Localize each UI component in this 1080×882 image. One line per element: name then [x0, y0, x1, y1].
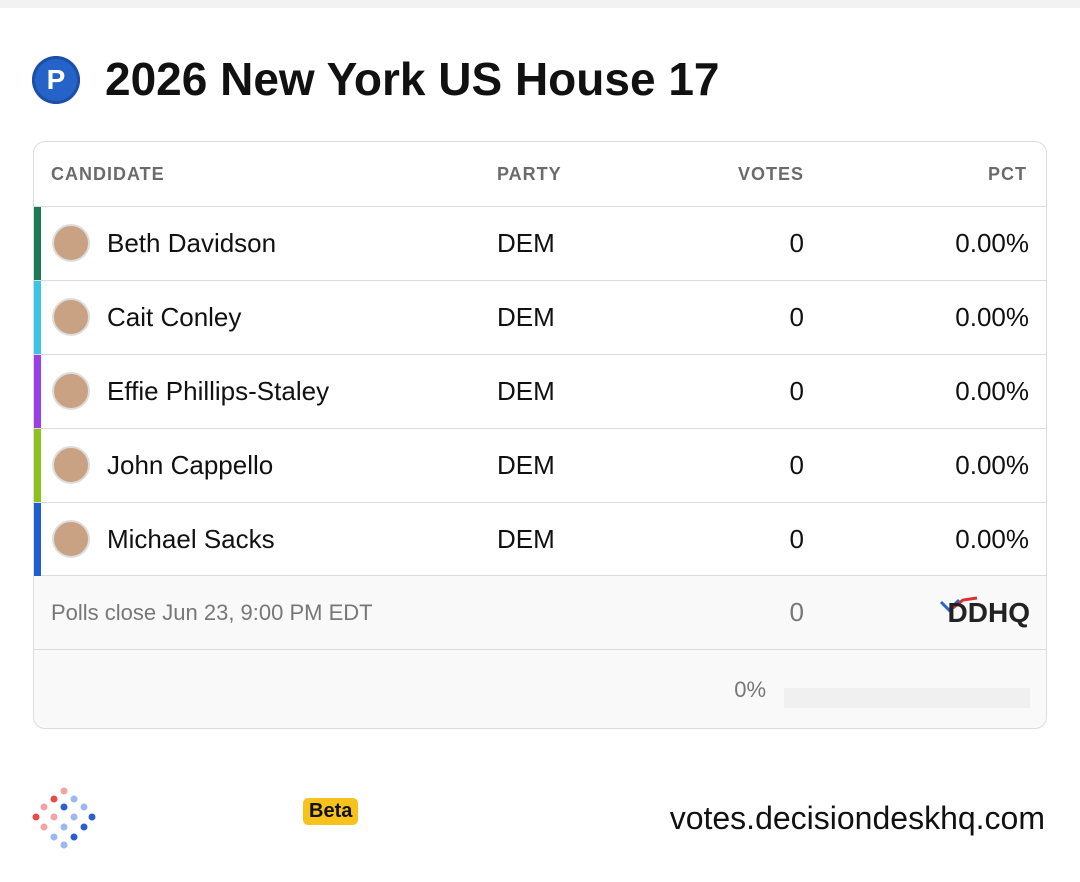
pct: 0.00%	[955, 228, 1029, 258]
pct: 0.00%	[955, 302, 1029, 332]
summary-row: Polls close Jun 23, 9:00 PM EDT 0 DDHQ	[34, 575, 1046, 649]
party-color-bar	[34, 355, 41, 428]
votes: 0	[789, 450, 804, 480]
candidate-row: Michael Sacks DEM 0 0.00%	[34, 502, 1046, 576]
party-color-bar	[34, 503, 41, 576]
candidate-avatar	[52, 298, 90, 336]
candidate-avatar	[52, 224, 90, 262]
candidate-name: Cait Conley	[107, 302, 242, 332]
candidate-name: Effie Phillips-Staley	[107, 376, 330, 406]
candidate-row: John Cappello DEM 0 0.00%	[34, 428, 1046, 502]
site-logo	[32, 787, 96, 849]
party: DEM	[497, 376, 555, 406]
party-color-bar	[34, 207, 41, 280]
reporting-row: 0%	[34, 649, 1046, 728]
ddhq-check	[939, 596, 978, 613]
pct: 0.00%	[955, 376, 1029, 406]
source-logo: DDHQ	[947, 597, 1030, 628]
reporting-label: 0%	[734, 677, 766, 702]
pct: 0.00%	[955, 450, 1029, 480]
votes: 0	[789, 376, 804, 406]
check-red	[952, 596, 978, 610]
reporting-track	[784, 688, 1030, 708]
top-band	[0, 0, 1080, 8]
title: 2026 New York US House 17	[105, 53, 720, 105]
column-header: VOTES	[737, 164, 804, 184]
column-header: CANDIDATE	[51, 164, 165, 184]
candidate-avatar	[52, 446, 90, 484]
candidate-name: Beth Davidson	[107, 228, 277, 258]
party-badge: P	[32, 56, 80, 104]
party: DEM	[497, 302, 555, 332]
results-table: CANDIDATE PARTY VOTES PCT Polls close Ju…	[33, 141, 1047, 729]
total-votes: 0	[789, 597, 804, 627]
beta-tag: Beta	[303, 798, 359, 825]
candidate-avatar	[52, 372, 90, 410]
column-header: PARTY	[497, 164, 562, 184]
party-color-bar	[34, 281, 41, 354]
site-url[interactable]: votes.decisiondeskhq.com	[669, 800, 1045, 836]
votes: 0	[789, 524, 804, 554]
candidate-name: John Cappello	[107, 450, 274, 480]
party-color-bar	[34, 429, 41, 502]
party: DEM	[497, 228, 555, 258]
votes: 0	[789, 302, 804, 332]
check-blue	[939, 598, 961, 613]
votes: 0	[789, 228, 804, 258]
candidate-row: Beth Davidson DEM 0 0.00%	[34, 206, 1046, 280]
polls-note: Polls close Jun 23, 9:00 PM EDT	[51, 600, 373, 625]
candidate-name: Michael Sacks	[107, 524, 275, 554]
candidate-avatar	[52, 520, 90, 558]
pct: 0.00%	[955, 524, 1029, 554]
column-header: PCT	[988, 164, 1027, 184]
party: DEM	[497, 524, 555, 554]
logo-dots	[32, 787, 96, 849]
candidate-row: Cait Conley DEM 0 0.00%	[34, 280, 1046, 354]
party: DEM	[497, 450, 555, 480]
candidate-row: Effie Phillips-Staley DEM 0 0.00%	[34, 354, 1046, 428]
